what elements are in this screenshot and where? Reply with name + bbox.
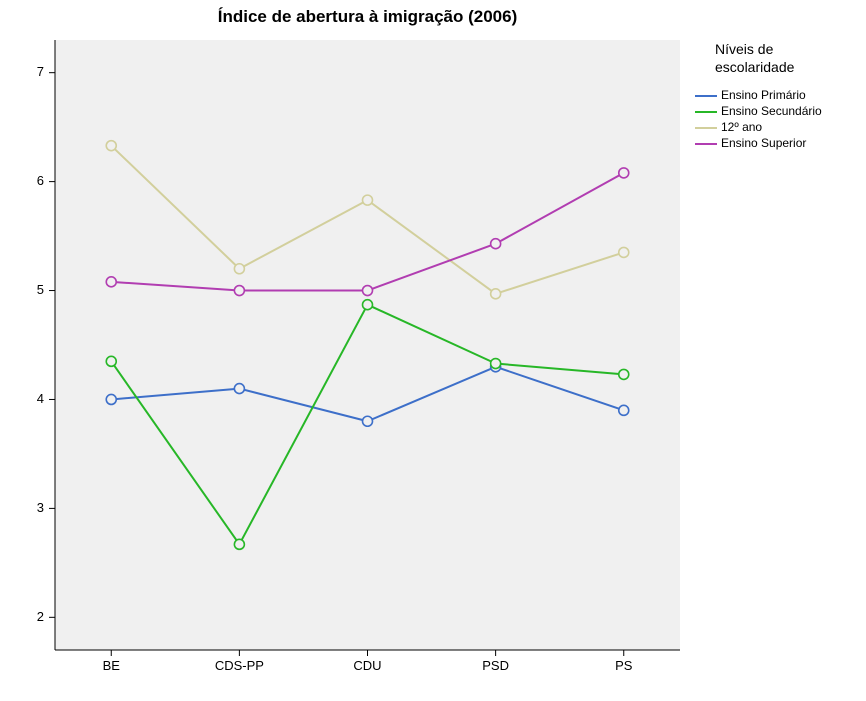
plot-background	[55, 40, 680, 650]
y-tick-label: 7	[37, 64, 44, 79]
series-marker	[106, 277, 116, 287]
legend-label: Ensino Primário	[721, 88, 806, 102]
chart-stage: Índice de abertura à imigração (2006) 2 3 4…	[0, 0, 866, 701]
series-marker	[234, 264, 244, 274]
series-marker	[363, 300, 373, 310]
y-tick-label: 5	[37, 282, 44, 297]
series-marker	[619, 369, 629, 379]
x-tick-label: CDU	[353, 658, 381, 673]
legend: Níveis de escolaridade Ensino Primário Ensi…	[695, 41, 822, 150]
series-marker	[106, 356, 116, 366]
series-marker	[491, 359, 501, 369]
y-tick-label: 2	[37, 609, 44, 624]
series-marker	[106, 141, 116, 151]
series-marker	[491, 289, 501, 299]
y-tick-label: 3	[37, 500, 44, 515]
chart-svg: Índice de abertura à imigração (2006) 2 3 4…	[0, 0, 866, 701]
chart-title: Índice de abertura à imigração (2006)	[218, 7, 518, 26]
series-marker	[234, 286, 244, 296]
series-marker	[234, 539, 244, 549]
series-marker	[234, 384, 244, 394]
x-tick-label: CDS-PP	[215, 658, 264, 673]
legend-label: Ensino Secundário	[721, 104, 822, 118]
series-marker	[619, 405, 629, 415]
series-marker	[106, 394, 116, 404]
y-tick-label: 6	[37, 173, 44, 188]
legend-label: Ensino Superior	[721, 136, 806, 150]
series-marker	[363, 195, 373, 205]
legend-title-line: Níveis de	[715, 41, 774, 57]
series-marker	[363, 286, 373, 296]
y-tick-label: 4	[37, 391, 44, 406]
series-marker	[363, 416, 373, 426]
x-tick-label: BE	[103, 658, 121, 673]
legend-label: 12º ano	[721, 120, 762, 134]
series-marker	[619, 247, 629, 257]
series-marker	[491, 239, 501, 249]
x-tick-label: PS	[615, 658, 633, 673]
x-tick-label: PSD	[482, 658, 509, 673]
series-marker	[619, 168, 629, 178]
legend-title-line: escolaridade	[715, 59, 795, 75]
